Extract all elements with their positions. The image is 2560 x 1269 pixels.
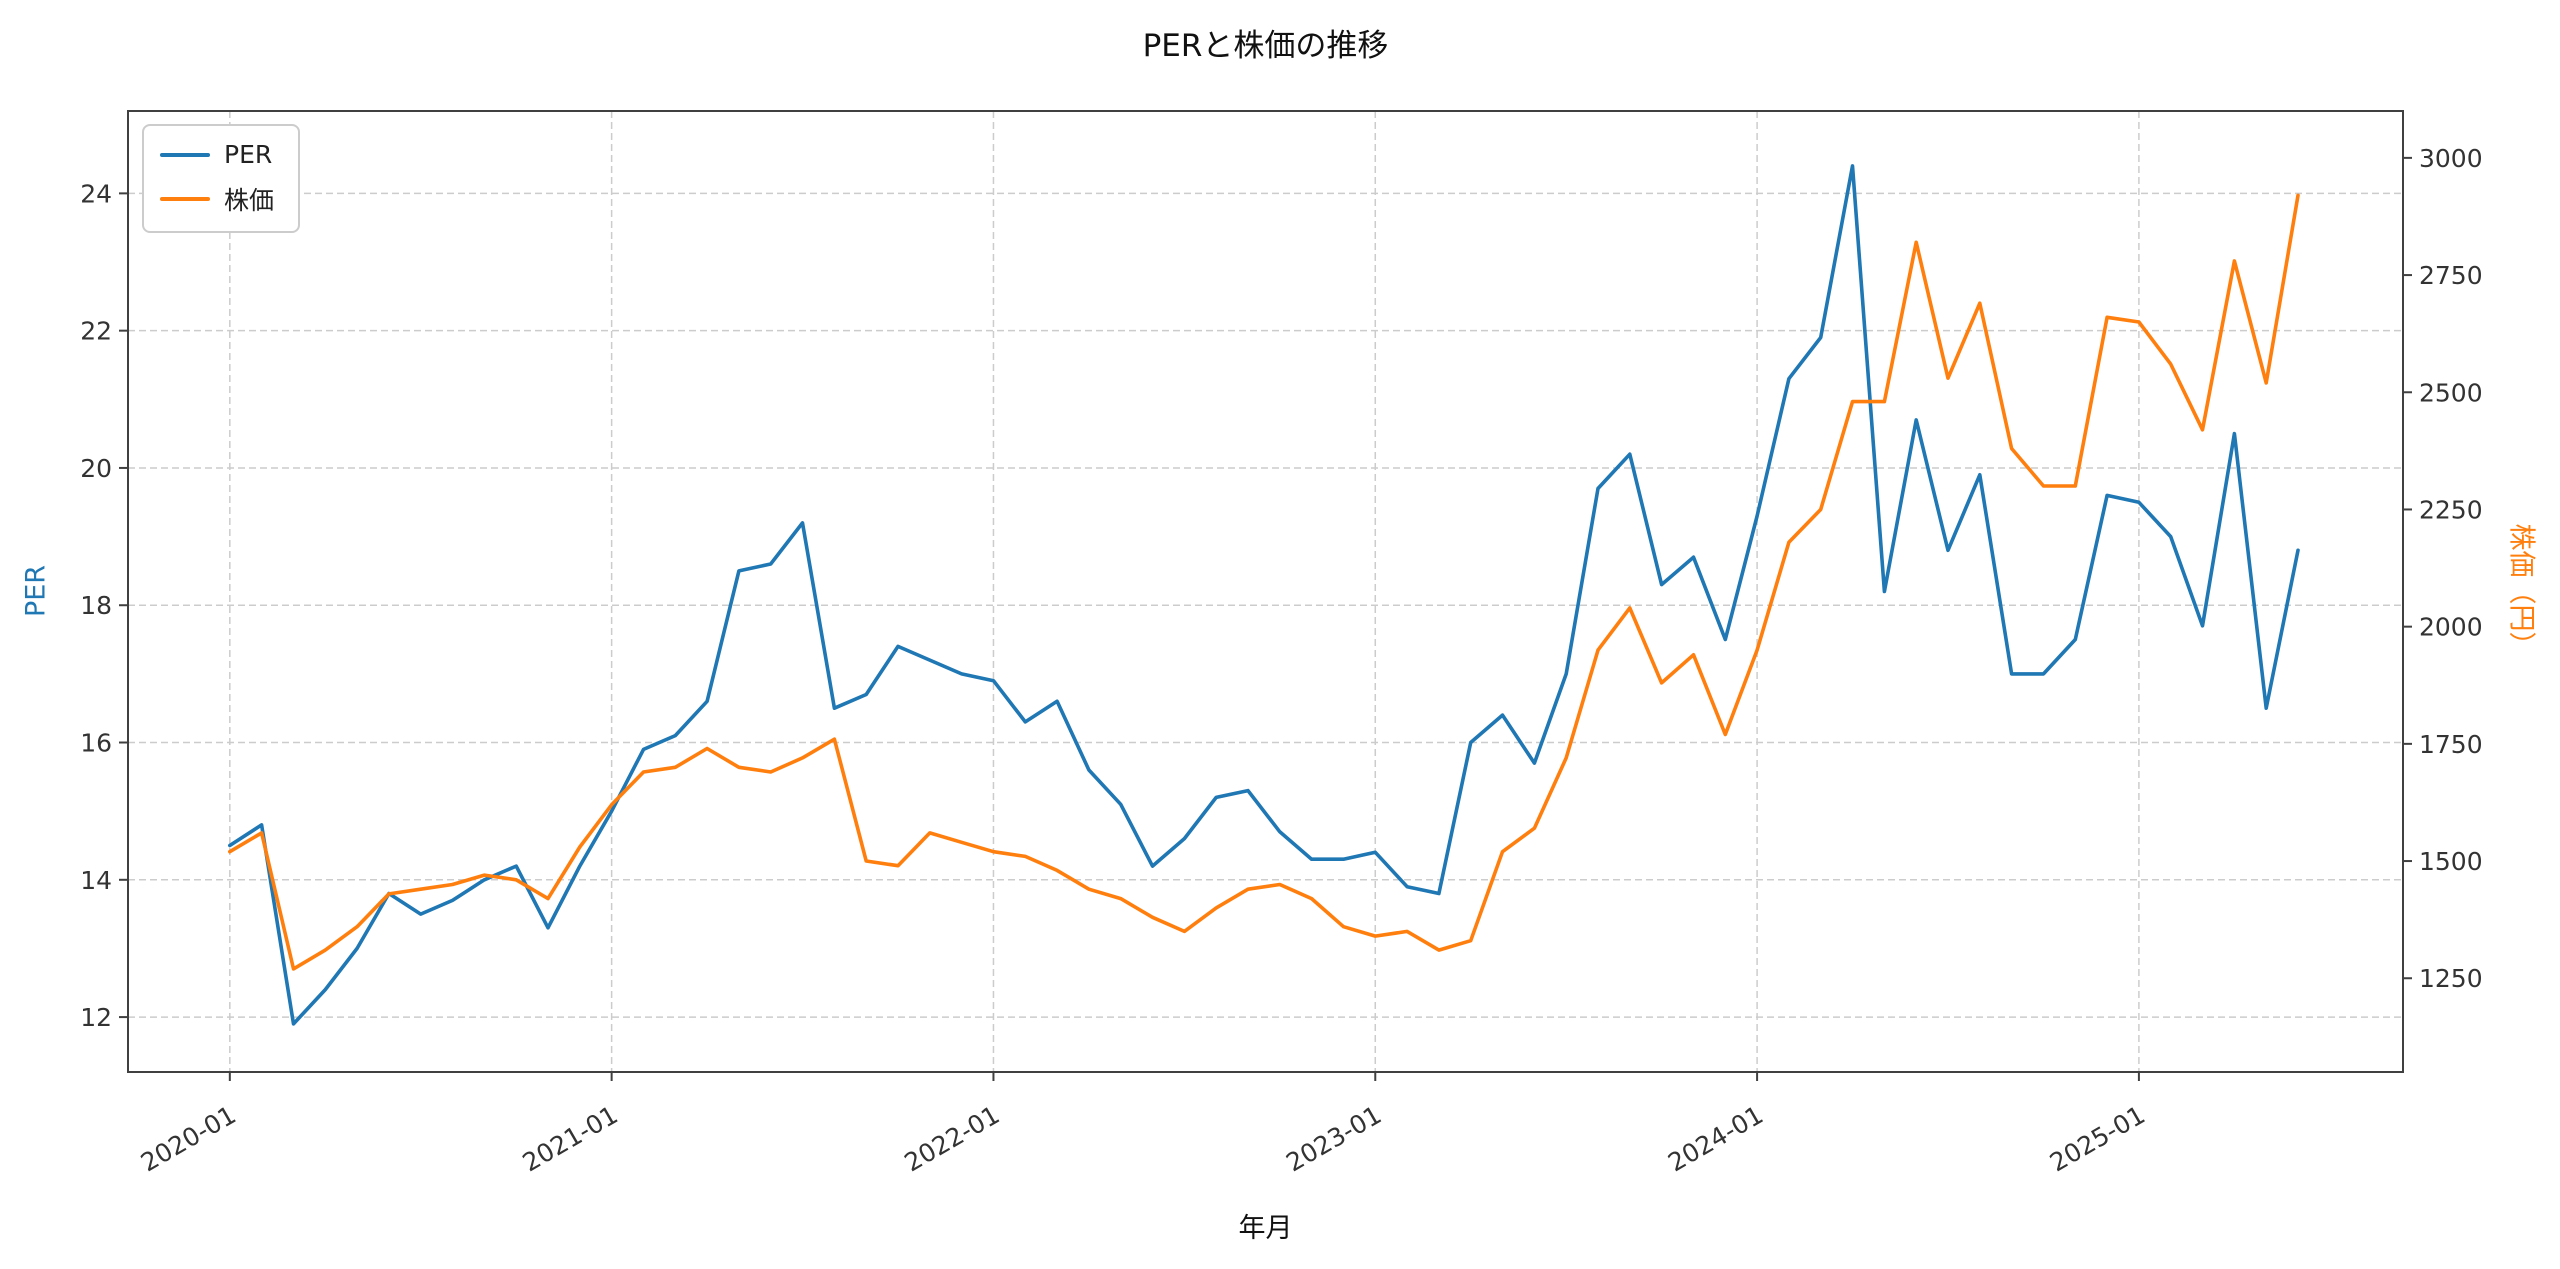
left-tick-label: 20 <box>80 454 112 483</box>
x-tick-label: 2025-01 <box>2045 1100 2150 1177</box>
right-tick-label: 2250 <box>2419 495 2483 524</box>
x-tick-label: 2020-01 <box>136 1100 241 1177</box>
legend: PER 株価 <box>142 124 301 233</box>
right-tick-label: 1750 <box>2419 730 2483 759</box>
x-tick-label: 2022-01 <box>899 1100 1004 1177</box>
legend-label-stock-price: 株価 <box>224 186 275 215</box>
stock-price-line <box>228 193 2300 971</box>
legend-item-stock-price: 株価 <box>160 181 274 217</box>
x-tick-label: 2024-01 <box>1663 1100 1768 1177</box>
legend-item-per: PER <box>160 140 274 169</box>
x-tick-label: 2021-01 <box>518 1100 623 1177</box>
per-line <box>228 164 2300 1026</box>
right-tick-label: 2000 <box>2419 613 2483 642</box>
left-tick-label: 24 <box>80 179 112 208</box>
left-tick-label: 18 <box>80 591 112 620</box>
left-tick-label: 14 <box>80 866 112 895</box>
left-tick-label: 22 <box>80 317 112 346</box>
chart-title: PERと株価の推移 <box>1142 28 1389 64</box>
right-tick-label: 1250 <box>2419 964 2483 993</box>
left-tick-label: 16 <box>80 729 112 758</box>
x-axis-label: 年月 <box>1238 1213 1293 1244</box>
right-tick-label: 2750 <box>2419 261 2483 290</box>
stock-price-line-swatch <box>160 197 210 201</box>
legend-label-per: PER <box>224 140 273 169</box>
left-tick-label: 12 <box>80 1003 112 1032</box>
right-tick-label: 1500 <box>2419 847 2483 876</box>
x-tick-label: 2023-01 <box>1281 1100 1386 1177</box>
right-tick-label: 2500 <box>2419 378 2483 407</box>
axes-frame <box>127 110 2404 1073</box>
right-tick-label: 3000 <box>2419 144 2483 173</box>
per-line-swatch <box>160 152 210 157</box>
